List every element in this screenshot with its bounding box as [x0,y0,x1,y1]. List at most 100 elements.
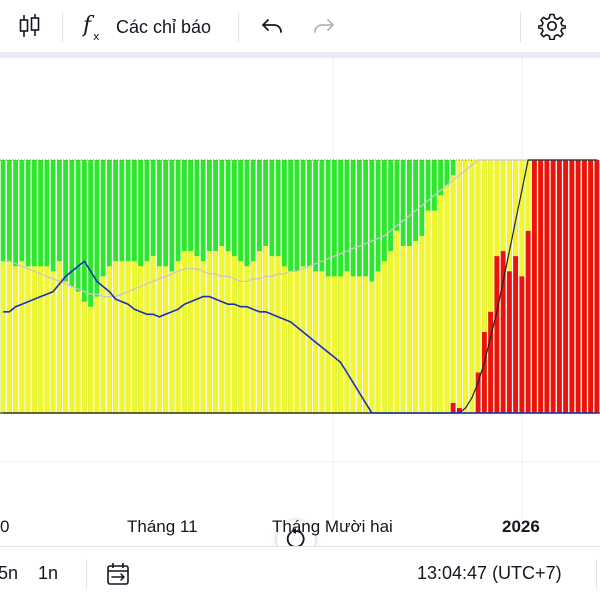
yellow-bar [263,246,269,413]
red-bar [563,160,569,413]
yellow-bar [488,160,494,413]
function-icon: f x [82,13,100,42]
yellow-bar [325,276,331,413]
bottom-divider [0,546,600,547]
yellow-bar [56,261,62,413]
toolbar-bottom-band [0,52,600,58]
yellow-bar [119,261,125,413]
bottom-divider [86,559,87,589]
red-bar [525,230,531,413]
yellow-bar [250,261,256,413]
yellow-bar [100,276,106,413]
toolbar-divider [62,12,63,42]
yellow-bar [138,266,144,413]
yellow-bar [131,261,137,413]
yellow-bar [156,266,162,413]
yellow-bar [50,271,56,413]
yellow-bar [419,235,425,413]
red-bar [544,160,550,413]
yellow-bar [38,266,44,413]
date-range-button[interactable] [105,561,131,587]
yellow-bar [388,251,394,413]
top-toolbar: f x Các chỉ báo [0,0,600,52]
yellow-bar [238,261,244,413]
svg-text:x: x [93,30,100,42]
bottom-divider [596,559,597,589]
chart-area[interactable] [0,58,600,558]
yellow-bar [338,276,344,413]
yellow-bar [63,281,69,413]
yellow-bar [319,271,325,413]
time-axis-label: 2026 [502,517,540,536]
undo-button[interactable] [260,14,284,38]
yellow-bar [200,261,206,413]
black-series-line [3,159,597,414]
redo-icon [314,19,334,33]
blue-series-line [3,260,597,414]
indicators-label: Các chỉ báo [116,16,212,37]
redo-button[interactable] [312,14,336,38]
yellow-bar [213,251,219,413]
yellow-bar [81,301,87,413]
yellow-bar [425,210,431,413]
yellow-bar [163,266,169,413]
yellow-bar [106,266,112,413]
red-bar [481,332,487,413]
green-bar [94,160,100,413]
indicators-button[interactable]: f x Các chỉ báo [82,12,211,42]
yellow-bar [188,251,194,413]
yellow-bar [475,160,481,413]
yellow-bar [206,251,212,413]
yellow-bar [244,266,250,413]
range-1n-button[interactable]: 1n [38,563,59,583]
red-bar [494,256,500,413]
yellow-bar [6,261,12,413]
yellow-bar [69,286,75,413]
bottom-bar: 5n 1n 13:04:47 (UTC+7) [0,547,600,600]
yellow-bar [25,266,31,413]
yellow-bar [0,261,6,413]
red-bar [575,160,581,413]
yellow-bar [294,271,300,413]
red-bar [569,160,575,413]
yellow-bar [431,210,437,413]
yellow-bar [406,246,412,413]
red-bar [588,160,594,413]
yellow-bar [269,256,275,413]
chart-type-button[interactable] [16,12,44,40]
gear-icon [538,13,566,40]
undo-icon [262,19,282,33]
yellow-bar [94,296,100,413]
yellow-bar [281,266,287,413]
red-bar [594,160,600,413]
calendar-range-icon [107,563,129,585]
red-bar [581,160,587,413]
red-bar [506,271,512,413]
yellow-bar [44,266,50,413]
yellow-bar [175,261,181,413]
red-bar [513,256,519,413]
yellow-bar [13,266,19,413]
yellow-bar [31,266,37,413]
yellow-bar [481,160,487,413]
yellow-bar [75,291,81,413]
red-bar [488,311,494,413]
yellow-bar [344,271,350,413]
yellow-bar [300,266,306,413]
clock-timezone[interactable]: 13:04:47 (UTC+7) [417,563,562,583]
yellow-bar [169,271,175,413]
yellow-bar [275,256,281,413]
green-bar [88,160,94,413]
yellow-bar [438,195,444,413]
yellow-bar [469,160,475,413]
red-bar [556,160,562,413]
yellow-bar [150,256,156,413]
yellow-bar [375,271,381,413]
range-5n-button[interactable]: 5n [0,563,19,583]
settings-button[interactable] [538,12,566,40]
yellow-bar [444,185,450,413]
yellow-bar [450,175,456,413]
yellow-bar [225,251,231,413]
yellow-bar [125,261,131,413]
yellow-bar [356,276,362,413]
